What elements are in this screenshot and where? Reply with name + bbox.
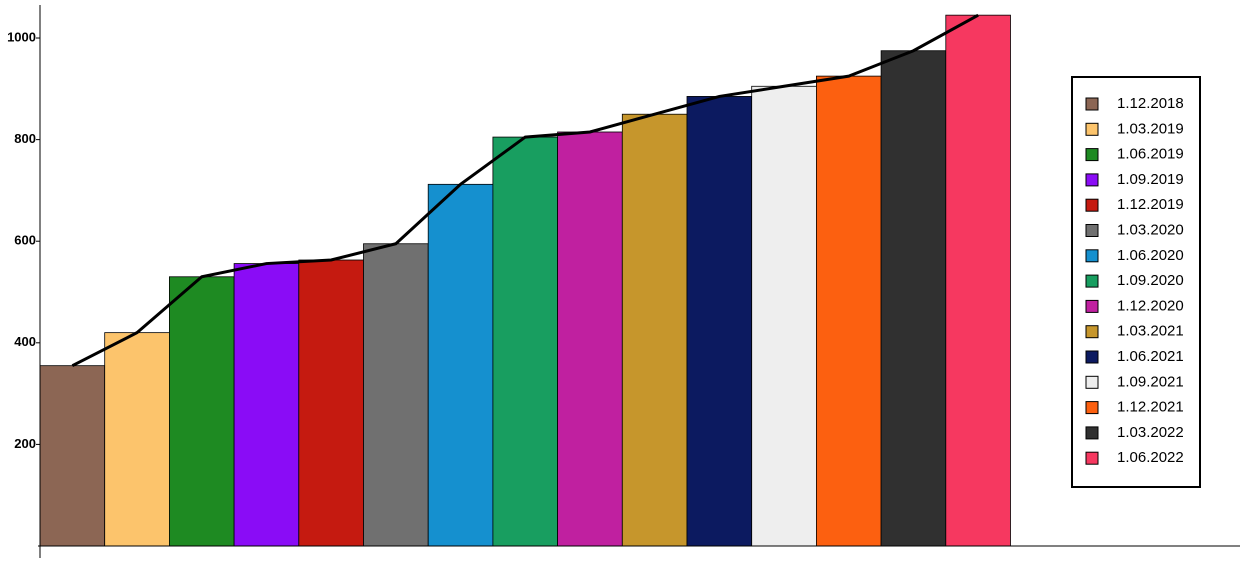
legend-label: 1.09.2021 <box>1117 373 1184 390</box>
legend-swatch <box>1085 148 1099 162</box>
legend-label: 1.03.2021 <box>1117 323 1184 340</box>
legend-swatch <box>1085 401 1099 415</box>
y-tick-label: 400 <box>14 334 36 349</box>
bar <box>427 183 494 547</box>
legend-swatch <box>1085 451 1099 465</box>
legend-label: 1.12.2020 <box>1117 297 1184 314</box>
legend-label: 1.12.2021 <box>1117 399 1184 416</box>
legend-label: 1.06.2020 <box>1117 247 1184 264</box>
legend-label: 1.06.2021 <box>1117 348 1184 365</box>
bar <box>621 113 688 547</box>
legend-label: 1.03.2020 <box>1117 221 1184 238</box>
bar <box>104 332 170 547</box>
legend-swatch <box>1085 350 1099 364</box>
y-tick-label: 800 <box>14 131 36 146</box>
bar <box>39 365 106 547</box>
legend-label: 1.09.2019 <box>1117 171 1184 188</box>
y-tick-label: 600 <box>14 233 36 248</box>
bar <box>557 131 623 547</box>
bar <box>945 14 1011 547</box>
legend-label: 1.06.2022 <box>1117 449 1184 466</box>
legend-label: 1.03.2022 <box>1117 424 1184 441</box>
legend-swatch <box>1085 97 1099 111</box>
legend-swatch <box>1085 325 1099 339</box>
bar <box>880 50 947 547</box>
y-tick-label: 200 <box>14 436 36 451</box>
legend-label: 1.09.2020 <box>1117 272 1184 289</box>
bar <box>686 96 753 547</box>
legend-label: 1.06.2019 <box>1117 146 1184 163</box>
legend-swatch <box>1085 299 1099 313</box>
legend-swatch <box>1085 122 1099 136</box>
legend-swatch <box>1085 173 1099 187</box>
bar <box>233 263 300 547</box>
legend-swatch <box>1085 198 1099 212</box>
bar <box>751 85 817 547</box>
trend-line <box>71 13 979 368</box>
legend-swatch <box>1085 274 1099 288</box>
y-tick-label: 1000 <box>7 29 36 44</box>
bar <box>816 75 882 547</box>
legend: 1.12.2018 1.03.2019 1.06.2019 1.09.2019 1.12… <box>1071 76 1201 488</box>
legend-label: 1.12.2019 <box>1117 196 1184 213</box>
legend-label: 1.12.2018 <box>1117 95 1184 112</box>
legend-label: 1.03.2019 <box>1117 120 1184 137</box>
legend-swatch <box>1085 249 1099 263</box>
bar <box>168 276 235 547</box>
legend-swatch <box>1085 375 1099 389</box>
bar <box>363 243 429 547</box>
legend-swatch <box>1085 224 1099 237</box>
bar <box>298 259 364 547</box>
legend-swatch <box>1085 426 1099 440</box>
bar <box>492 136 558 547</box>
